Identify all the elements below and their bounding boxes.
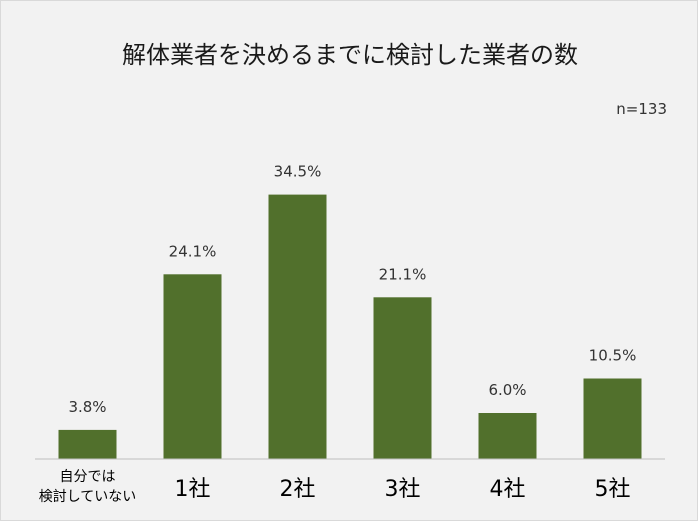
value-label-2: 34.5% bbox=[274, 163, 322, 181]
category-label-2: 2社 bbox=[280, 477, 316, 502]
value-label-1: 24.1% bbox=[169, 242, 217, 260]
category-label-0-line-0: 自分では bbox=[60, 469, 116, 485]
category-label-5: 5社 bbox=[595, 477, 631, 502]
chart-title: 解体業者を決めるまでに検討した業者の数 bbox=[122, 41, 578, 69]
category-label-1: 1社 bbox=[175, 477, 211, 502]
bars-layer bbox=[58, 194, 642, 459]
bar-2 bbox=[268, 194, 327, 459]
category-label-0-line-1: 検討していない bbox=[39, 489, 137, 505]
bar-3 bbox=[373, 297, 432, 459]
value-label-5: 10.5% bbox=[589, 347, 637, 365]
category-label-3: 3社 bbox=[385, 477, 421, 502]
value-label-3: 21.1% bbox=[379, 265, 427, 283]
bar-1 bbox=[163, 274, 222, 459]
category-label-4: 4社 bbox=[490, 477, 526, 502]
value-label-0: 3.8% bbox=[68, 398, 106, 416]
bar-0 bbox=[58, 429, 117, 459]
sample-size-note: n=133 bbox=[616, 100, 667, 118]
value-label-4: 6.0% bbox=[488, 381, 526, 399]
bar-5 bbox=[583, 378, 642, 459]
bar-4 bbox=[478, 413, 537, 459]
